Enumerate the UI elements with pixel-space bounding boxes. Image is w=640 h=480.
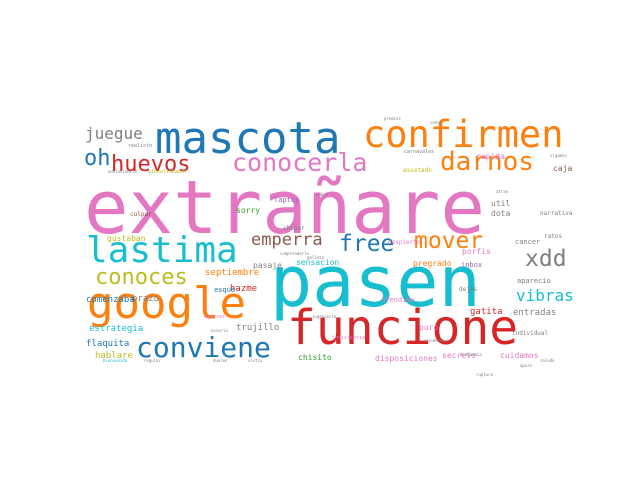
word-google: google — [87, 278, 246, 329]
word-emperra: emperra — [251, 230, 323, 250]
word-mascota: mascota — [155, 113, 340, 164]
word-entradas: entradas — [513, 308, 556, 318]
word-extrañare: extrañare — [84, 165, 485, 251]
word-adolescencia: adolescencia — [108, 169, 137, 174]
word-subia: subia — [316, 192, 329, 197]
word-juegue: juegue — [85, 124, 143, 143]
word-esque: esque — [214, 286, 235, 294]
word-apuro: apuro — [520, 363, 533, 368]
word-secreto: secreto — [442, 351, 476, 360]
word-ruptura: ruptura — [476, 372, 493, 377]
word-estrategia: estrategia — [89, 324, 143, 334]
word-septiembre: septiembre — [205, 268, 259, 278]
word-narrativa: narrativa — [540, 210, 573, 217]
word-puro: puro — [419, 323, 438, 332]
word-sorry: sorry — [236, 206, 260, 215]
word-chisito: chisito — [298, 353, 332, 362]
word-saludo: saludo — [540, 358, 555, 363]
word-gatita: gatita — [470, 307, 503, 317]
word-cancer: cancer — [515, 238, 540, 246]
word-laptop: laptop — [274, 196, 299, 204]
word-cohoz: cohoz — [430, 120, 443, 125]
word-sensacion: sensacion — [296, 258, 340, 267]
word-duelen: duelen — [213, 358, 228, 363]
word-util: util — [491, 199, 510, 208]
word-lastima: lastima — [86, 230, 238, 271]
word-galleta: galleta — [307, 255, 324, 260]
word-vistio: vistio — [248, 358, 263, 363]
word-premios: premios — [384, 116, 401, 121]
word-brazo: brazo — [132, 294, 159, 304]
word-oh: oh — [84, 146, 111, 171]
word-disposiciones: disposiciones — [375, 354, 438, 363]
word-conoces: conoces — [95, 265, 188, 290]
word-comprenderlo: comprenderlo — [280, 251, 309, 256]
word-flaquita: flaquita — [86, 339, 129, 349]
word-regular: regular — [144, 358, 161, 363]
word-conocerla: conocerla — [232, 148, 367, 177]
word-huevos: huevos — [111, 152, 190, 177]
word-ratos: ratos — [544, 233, 562, 240]
word-sigamos: sigamos — [550, 153, 567, 158]
word-dota: dota — [491, 209, 510, 218]
word-videollamadas: videollamadas — [148, 169, 187, 175]
word-bienvenida: bienvenida — [103, 358, 128, 363]
word-confirmen: confirmen — [363, 113, 563, 156]
word-atrae: atrae — [496, 189, 509, 194]
word-esceria: esceria — [211, 328, 228, 333]
word-xdd: xdd — [525, 246, 567, 272]
word-darnos: darnos — [440, 147, 534, 177]
word-funcione: funcione — [287, 300, 518, 356]
word-conviene: conviene — [136, 331, 271, 364]
word-rapida: rapida — [476, 152, 505, 161]
word-chupar: chupar — [283, 225, 305, 232]
word-gustaban: gustaban — [107, 234, 146, 243]
word-insistencia: insistencia — [332, 335, 365, 341]
word-pasen: pasen — [270, 241, 481, 323]
word-agarres: agarres — [204, 314, 225, 320]
word-inbox: inbox — [461, 261, 482, 269]
word-despierto: despierto — [388, 239, 421, 246]
word-vibras: vibras — [516, 286, 574, 305]
word-diaquemia: diaquemia — [460, 352, 482, 357]
word-pasaje: pasaje — [253, 261, 282, 270]
word-realisto: realisto — [128, 143, 152, 149]
word-dejas: dejas — [459, 286, 477, 293]
word-caja: caja — [553, 164, 572, 173]
word-carnavales: carnavales — [404, 149, 434, 155]
word-asustado: asustado — [403, 167, 432, 174]
word-comenzaba: comenzaba — [86, 295, 135, 305]
word-culpar: culpar — [130, 211, 152, 218]
word-cuidamos: cuidamos — [500, 351, 539, 360]
word-free: free — [339, 231, 394, 257]
word-hazme: hazme — [230, 284, 257, 294]
word-ofendido: ofendido — [381, 296, 415, 304]
word-trujillo: trujillo — [236, 323, 279, 333]
word-aparecio: aparecio — [517, 277, 551, 285]
word-pregrado: pregrado — [413, 259, 452, 268]
word-individual: individual — [512, 330, 549, 337]
word-ingenieria: ingenieria — [312, 314, 337, 319]
word-recomendar: recomendar — [424, 338, 449, 343]
word-hablare: hablare — [95, 351, 133, 361]
word-porfis: porfis — [462, 247, 491, 256]
word-mover: mover — [414, 228, 483, 254]
